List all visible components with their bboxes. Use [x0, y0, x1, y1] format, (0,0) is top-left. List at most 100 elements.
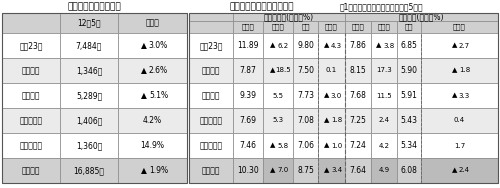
- Text: 5.91: 5.91: [400, 91, 417, 100]
- Text: 0.1: 0.1: [326, 67, 337, 74]
- Text: 4.3: 4.3: [331, 42, 342, 49]
- Text: ▲: ▲: [324, 168, 329, 174]
- Text: ▲: ▲: [452, 168, 457, 174]
- Text: 2.6%: 2.6%: [149, 66, 168, 75]
- Bar: [118, 83, 187, 108]
- Text: 14.9%: 14.9%: [140, 141, 164, 150]
- Text: 1,346件: 1,346件: [76, 66, 102, 75]
- Bar: [189, 133, 233, 158]
- Bar: [397, 133, 421, 158]
- Bar: [118, 33, 187, 58]
- Bar: [371, 83, 397, 108]
- Bar: [2, 13, 187, 183]
- Bar: [60, 13, 118, 33]
- Bar: [421, 21, 498, 33]
- Text: 東京23区: 東京23区: [19, 41, 43, 50]
- Bar: [318, 133, 345, 158]
- Text: ▲: ▲: [376, 42, 382, 49]
- Text: 7.64: 7.64: [350, 166, 366, 175]
- Bar: [118, 133, 187, 158]
- Text: 東京23区: 東京23区: [199, 41, 223, 50]
- Text: 2.4: 2.4: [378, 118, 390, 124]
- Text: 新　築: 新 築: [242, 24, 254, 30]
- Bar: [421, 108, 498, 133]
- Text: 5.34: 5.34: [400, 141, 417, 150]
- Text: 中古: 中古: [301, 24, 310, 30]
- Text: 東京都下: 東京都下: [202, 66, 220, 75]
- Text: 10.30: 10.30: [237, 166, 259, 175]
- Bar: [371, 21, 397, 33]
- Text: 神奈川県: 神奈川県: [202, 91, 220, 100]
- Bar: [293, 83, 318, 108]
- Bar: [397, 108, 421, 133]
- Text: 7.86: 7.86: [350, 41, 366, 50]
- Bar: [233, 33, 263, 58]
- Bar: [345, 13, 498, 21]
- Text: 7.87: 7.87: [240, 66, 256, 75]
- Text: 8.15: 8.15: [350, 66, 366, 75]
- Bar: [293, 33, 318, 58]
- Text: （1戸あたり）および前年比　（5月）: （1戸あたり）および前年比 （5月）: [340, 2, 423, 11]
- Text: 7.0: 7.0: [278, 168, 288, 174]
- Bar: [118, 58, 187, 83]
- Bar: [263, 33, 293, 58]
- Bar: [421, 133, 498, 158]
- Bar: [233, 58, 263, 83]
- Text: 7.46: 7.46: [240, 141, 256, 150]
- Bar: [371, 158, 397, 183]
- Text: 新築・中古別平均成約賃料: 新築・中古別平均成約賃料: [230, 2, 294, 11]
- Bar: [318, 83, 345, 108]
- Bar: [318, 33, 345, 58]
- Bar: [371, 108, 397, 133]
- Bar: [2, 83, 60, 108]
- Bar: [233, 158, 263, 183]
- Text: 前年比: 前年比: [272, 24, 284, 30]
- Bar: [189, 83, 233, 108]
- Bar: [397, 83, 421, 108]
- Bar: [118, 108, 187, 133]
- Text: 1,360件: 1,360件: [76, 141, 102, 150]
- Bar: [293, 58, 318, 83]
- Text: ▲: ▲: [270, 42, 276, 49]
- Bar: [263, 108, 293, 133]
- Bar: [397, 158, 421, 183]
- Bar: [189, 58, 233, 83]
- Bar: [318, 108, 345, 133]
- Text: 6.85: 6.85: [400, 41, 417, 50]
- Text: 16,885件: 16,885件: [74, 166, 104, 175]
- Text: アパート(万円，%): アパート(万円，%): [399, 12, 444, 21]
- Text: 4.9: 4.9: [378, 168, 390, 174]
- Text: 3.4: 3.4: [331, 168, 342, 174]
- Text: 首都圏計: 首都圏計: [202, 166, 220, 175]
- Bar: [60, 83, 118, 108]
- Text: ▲: ▲: [270, 168, 276, 174]
- Bar: [118, 158, 187, 183]
- Text: 18.5: 18.5: [275, 67, 291, 74]
- Text: 首都圏計: 首都圏計: [22, 166, 40, 175]
- Text: ▲: ▲: [140, 41, 146, 50]
- Bar: [371, 58, 397, 83]
- Bar: [421, 83, 498, 108]
- Bar: [189, 13, 498, 183]
- Text: 5.5: 5.5: [272, 92, 283, 99]
- Bar: [60, 158, 118, 183]
- Text: 7,484件: 7,484件: [76, 41, 102, 50]
- Text: 1.8: 1.8: [331, 118, 342, 124]
- Bar: [263, 158, 293, 183]
- Text: ▲: ▲: [324, 118, 329, 124]
- Text: 千　葉　県: 千 葉 県: [200, 141, 222, 150]
- Bar: [2, 133, 60, 158]
- Text: 4.2: 4.2: [378, 143, 390, 149]
- Bar: [233, 83, 263, 108]
- Text: 居住用賃貸物件成約数: 居住用賃貸物件成約数: [68, 2, 122, 11]
- Bar: [397, 58, 421, 83]
- Bar: [2, 58, 60, 83]
- Text: 3.8: 3.8: [384, 42, 394, 49]
- Text: 6.2: 6.2: [278, 42, 288, 49]
- Text: 11.5: 11.5: [376, 92, 392, 99]
- Text: 7.68: 7.68: [350, 91, 366, 100]
- Text: 7.69: 7.69: [240, 116, 256, 125]
- Bar: [421, 33, 498, 58]
- Text: 千　葉　県: 千 葉 県: [20, 141, 42, 150]
- Bar: [2, 13, 60, 33]
